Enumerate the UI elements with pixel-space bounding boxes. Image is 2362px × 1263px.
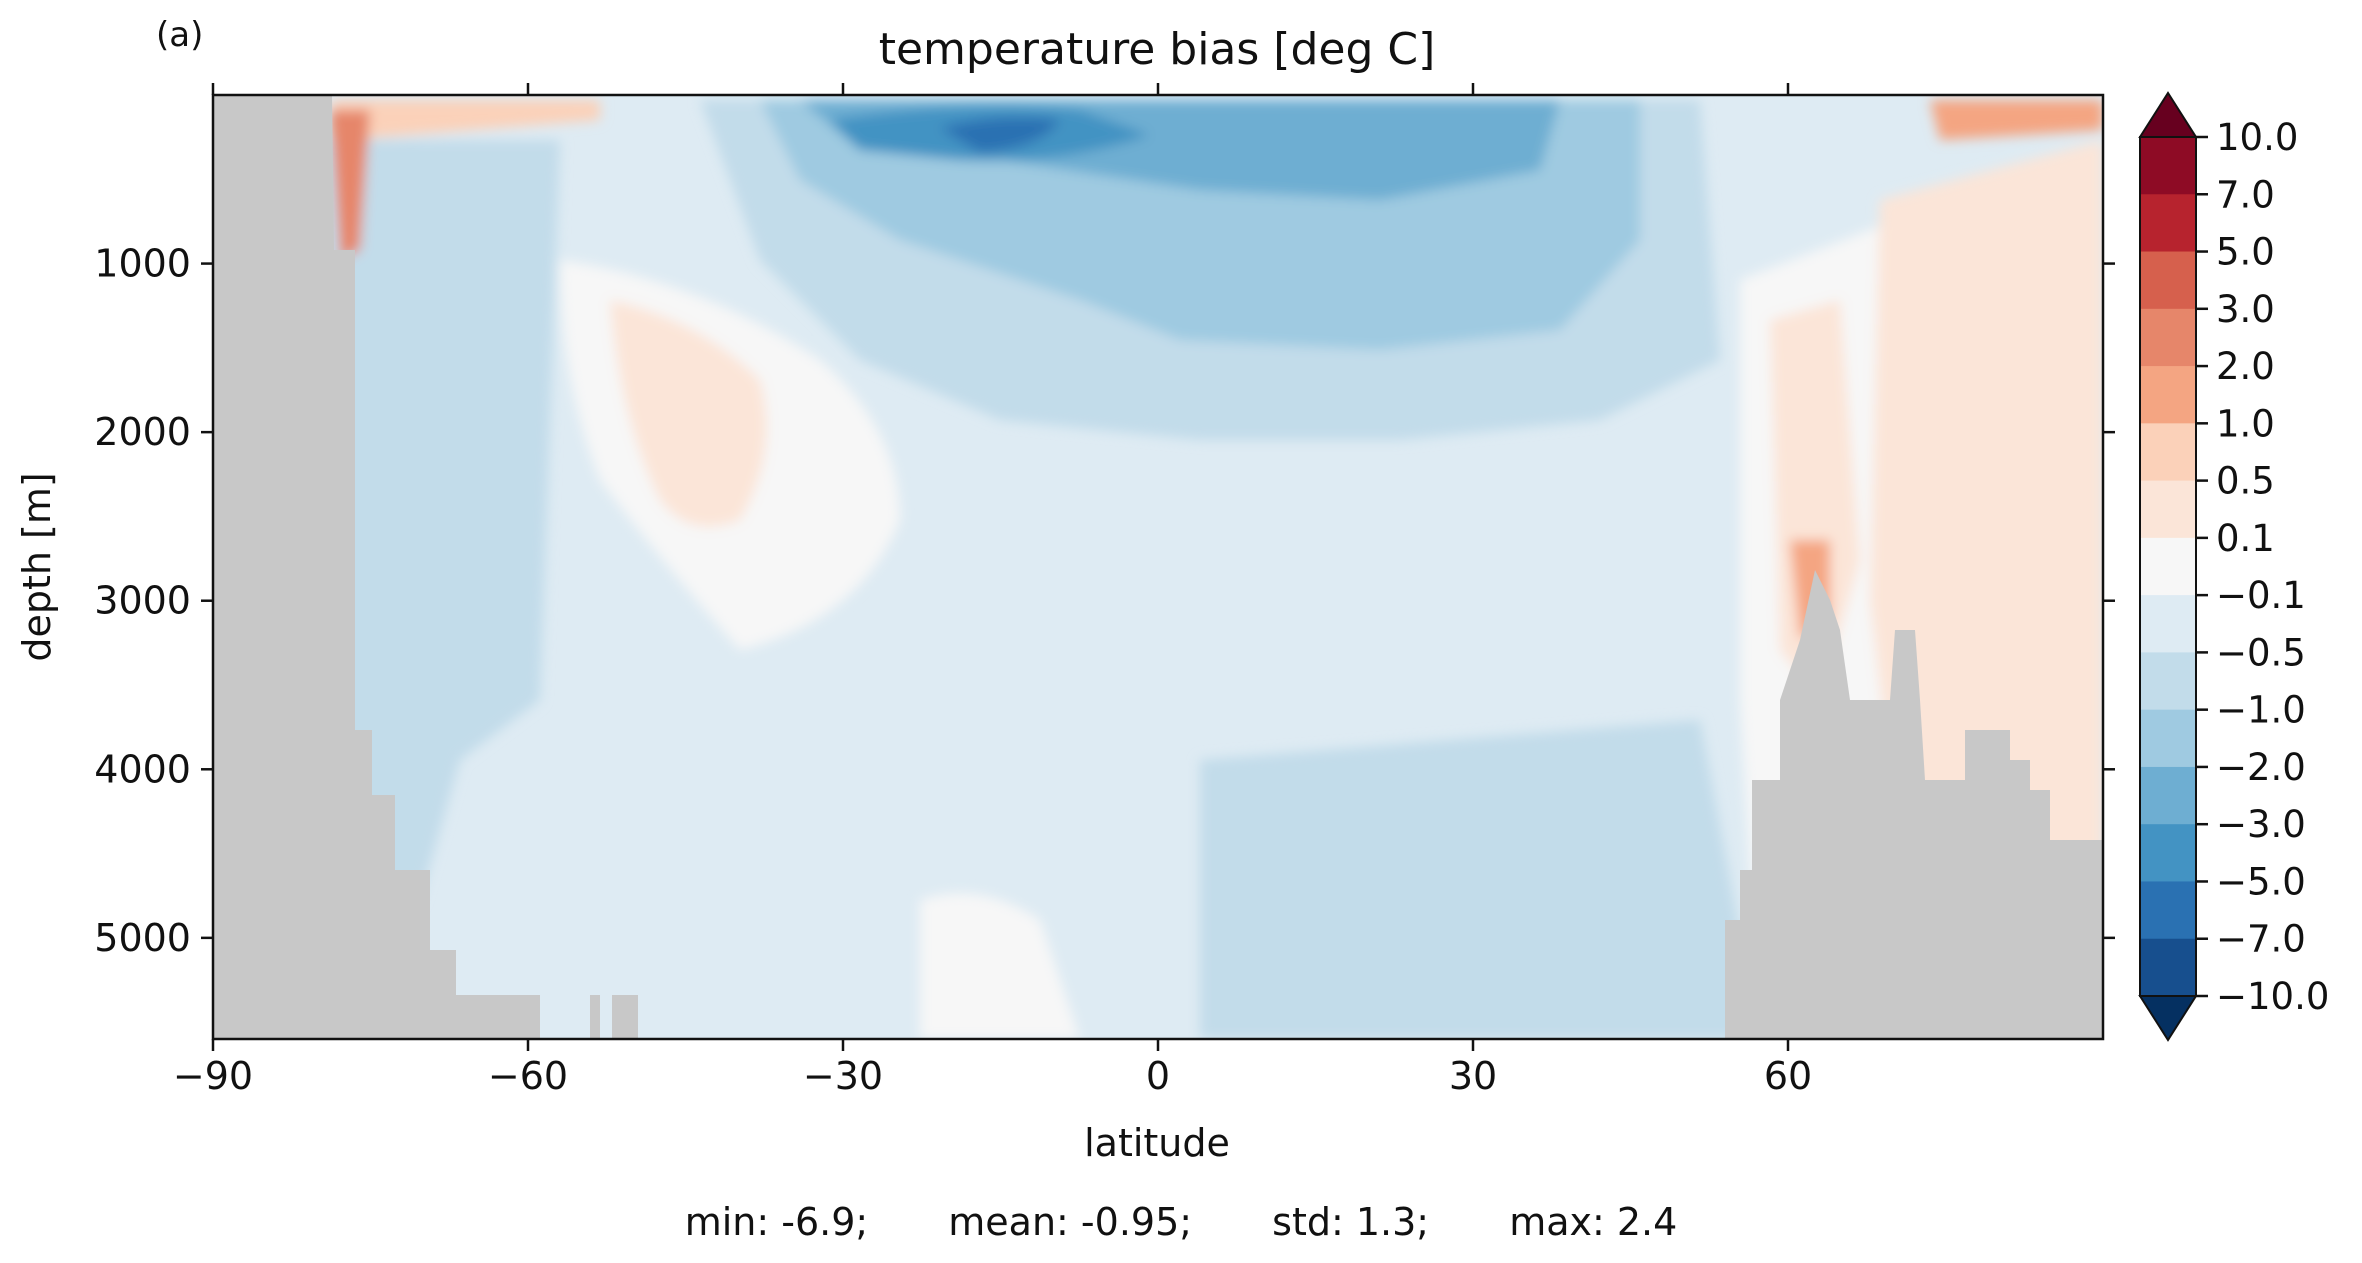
colorbar-tick-label: −3.0 [2216,803,2306,846]
y-axis-label: depth [m] [15,472,59,661]
colorbar-frame [2139,136,2197,997]
land-mid-stub-a [590,995,600,1039]
colorbar: 10.0 7.0 5.0 3.0 2.0 1.0 0.5 0.1 −0.1 −0.5 −1.0 −2.… [2138,91,2329,1042]
panel-label: (a) [156,15,203,55]
colorbar-tick-label: −2.0 [2216,746,2306,789]
colorbar-segment [2140,480,2196,539]
field-north-surface [1930,100,2103,140]
x-tick-label: −90 [173,1054,253,1098]
colorbar-tick-label: −0.5 [2216,631,2306,674]
y-tick-label: 3000 [94,579,191,623]
y-axis: 1000 2000 3000 4000 5000 [94,242,2115,960]
y-tick-label: 1000 [94,242,191,286]
x-tick-label: −60 [488,1054,568,1098]
field-deep-blue-a [1200,720,1760,1039]
heatmap-field [213,95,2103,1039]
x-tick-label: 0 [1146,1054,1170,1098]
x-tick-label: −30 [803,1054,883,1098]
x-tick-label: 30 [1449,1054,1497,1098]
chart-title: temperature bias [deg C] [879,24,1436,75]
colorbar-tick-label: 2.0 [2216,345,2275,388]
colorbar-tick-label: −10.0 [2216,975,2329,1018]
field-intermediate-warm [610,300,767,527]
colorbar-segment [2140,766,2196,825]
stat-mean: mean: -0.95; [948,1200,1193,1244]
colorbar-segment [2140,537,2196,596]
land-north [1725,570,2103,1039]
colorbar-segment [2140,881,2196,940]
colorbar-segment [2140,652,2196,711]
colorbar-tick-label: 0.1 [2216,517,2275,560]
y-tick-label: 5000 [94,916,191,960]
colorbar-tick-label: 7.0 [2216,173,2275,216]
colorbar-tick-label: −7.0 [2216,918,2306,961]
colorbar-segment [2140,194,2196,253]
field-deep-neutral-a [920,893,1080,1039]
colorbar-segment [2140,709,2196,768]
colorbar-segment [2140,366,2196,424]
x-axis: −90 −60 −30 0 30 60 [173,83,1812,1098]
stat-max: max: 2.4 [1509,1200,1678,1244]
stat-min: min: -6.9; [684,1200,869,1244]
colorbar-under-triangle [2138,995,2198,1042]
colorbar-segment [2140,824,2196,882]
colorbar-segment [2140,423,2196,482]
colorbar-over-triangle [2138,91,2198,138]
y-tick-label: 2000 [94,410,191,454]
colorbar-tick-label: −0.1 [2216,574,2306,617]
colorbar-tick-label: −5.0 [2216,860,2306,903]
x-axis-label: latitude [1084,1121,1230,1165]
colorbar-tick-label: 10.0 [2216,116,2298,159]
field-south-hot [330,110,370,260]
colorbar-tick-label: 3.0 [2216,288,2275,331]
colorbar-segment [2140,595,2196,653]
colorbar-tick-label: 5.0 [2216,231,2275,274]
colorbar-segment [2140,137,2196,195]
colorbar-segment [2140,308,2196,367]
y-tick-label: 4000 [94,747,191,791]
colorbar-tick-label: −1.0 [2216,689,2306,732]
field-north-ridge-warm [1770,300,1860,700]
statistics-line: min: -6.9; mean: -0.95; std: 1.3; max: 2… [0,1200,2362,1244]
land-antarctica [213,95,540,1039]
x-tick-label: 60 [1764,1054,1812,1098]
colorbar-segment [2140,938,2196,997]
colorbar-tick-label: 0.5 [2216,460,2275,503]
colorbar-segment [2140,251,2196,310]
field-north-warm [1870,140,2103,900]
land-mid-stub-b [612,995,638,1039]
field-south-surface [330,100,600,140]
stat-std: std: 1.3; [1272,1200,1430,1244]
field-core [940,117,1060,152]
colorbar-tick-label: 1.0 [2216,402,2275,445]
